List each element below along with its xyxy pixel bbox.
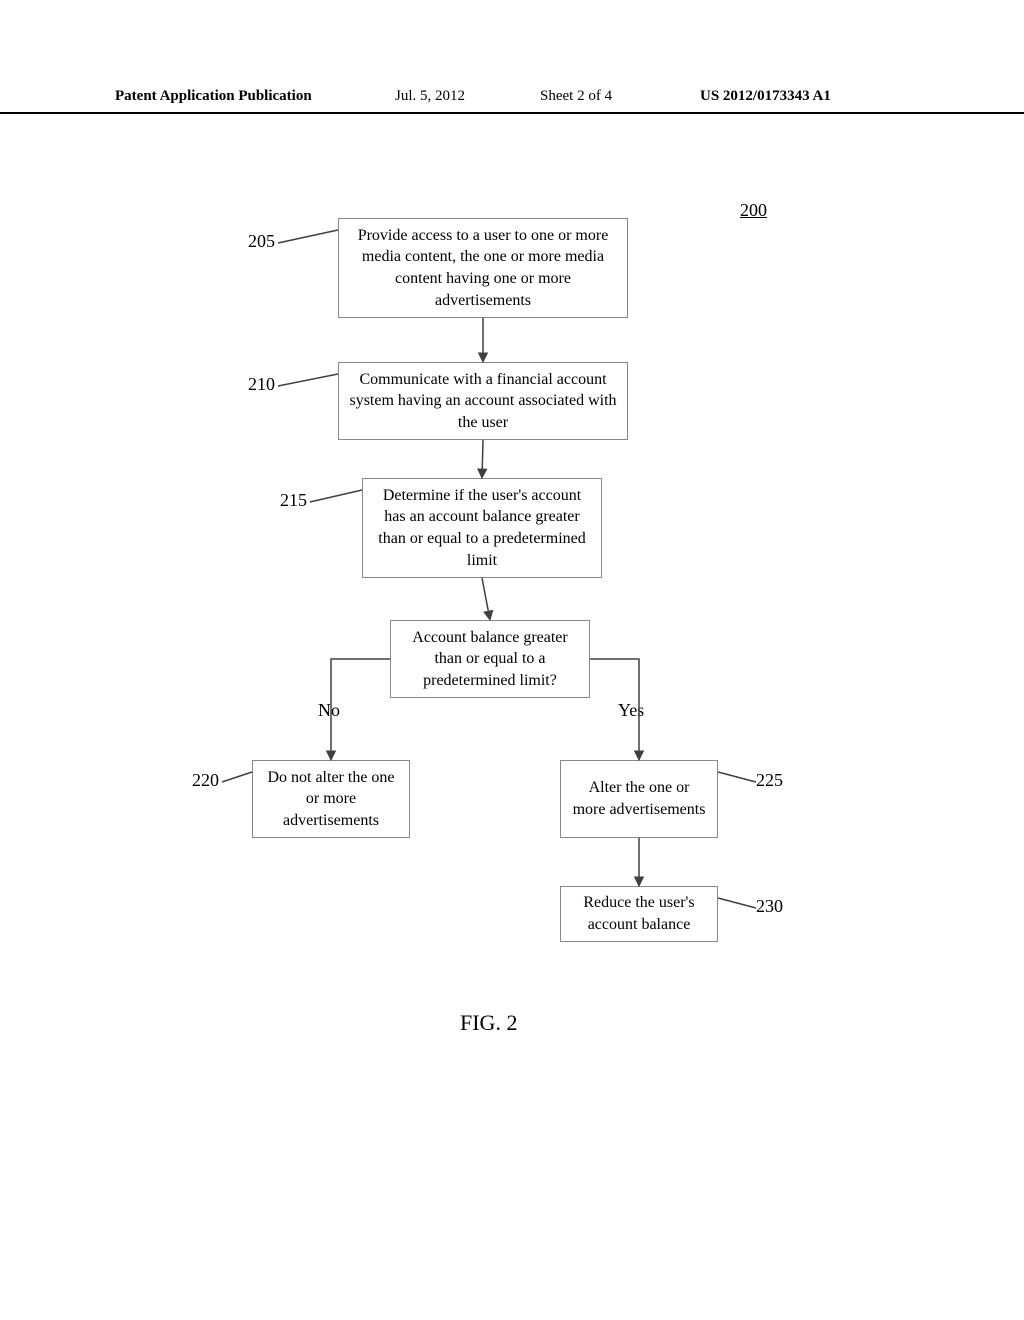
figure-caption: FIG. 2 [460,1010,517,1036]
header-date: Jul. 5, 2012 [395,88,465,105]
ref-label-230: 230 [756,896,783,917]
ref-label-215: 215 [280,490,307,511]
header-pubno: US 2012/0173343 A1 [700,88,831,105]
flow-node-220: Do not alter the one or more advertiseme… [252,760,410,838]
header-sheet: Sheet 2 of 4 [540,88,612,105]
figure-number-label: 200 [740,200,767,221]
flow-node-210: Communicate with a financial account sys… [338,362,628,440]
branch-label-yes: Yes [618,700,644,721]
flow-node-205: Provide access to a user to one or more … [338,218,628,318]
flow-node-225: Alter the one or more advertisements [560,760,718,838]
ref-label-210: 210 [248,374,275,395]
flow-node-215: Determine if the user's account has an a… [362,478,602,578]
ref-label-205: 205 [248,231,275,252]
flow-node-230: Reduce the user's account balance [560,886,718,942]
header-publication: Patent Application Publication [115,88,312,105]
ref-label-220: 220 [192,770,219,791]
flow-node-decision: Account balance greater than or equal to… [390,620,590,698]
branch-label-no: No [318,700,340,721]
page-header: Patent Application Publication Jul. 5, 2… [0,88,1024,114]
ref-label-225: 225 [756,770,783,791]
